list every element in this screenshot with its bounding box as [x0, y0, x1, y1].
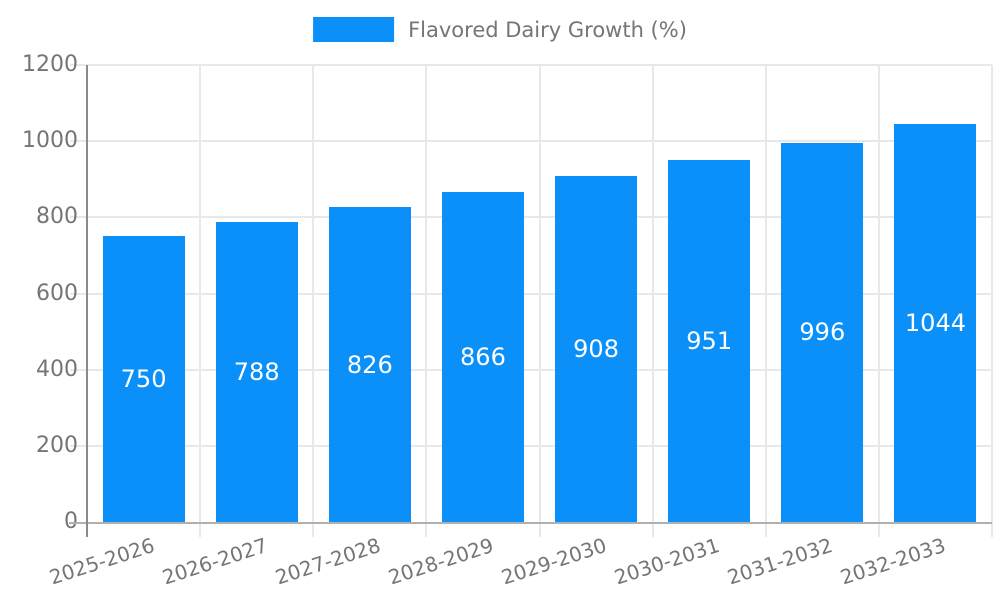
y-tick-label: 1000	[22, 128, 78, 154]
x-tick-label: 2028-2029	[385, 533, 497, 590]
x-tick-label: 2030-2031	[611, 533, 723, 590]
legend-swatch-icon	[313, 17, 395, 42]
bar[interactable]	[781, 142, 864, 522]
v-gridline	[199, 65, 202, 537]
bar-value-label: 826	[346, 350, 393, 379]
h-gridline	[70, 368, 992, 371]
bar-value-label: 996	[799, 318, 846, 347]
h-gridline	[70, 292, 992, 295]
legend[interactable]: Flavored Dairy Growth (%)	[313, 17, 687, 42]
x-tick-label: 2026-2027	[159, 533, 271, 590]
h-gridline	[70, 444, 992, 447]
bar-value-label: 866	[460, 343, 506, 372]
bar-value-label: 951	[686, 326, 733, 355]
v-gridline	[991, 65, 993, 537]
h-gridline	[70, 140, 992, 143]
x-tick-label: 2029-2030	[498, 533, 610, 590]
h-gridline	[70, 216, 992, 219]
y-tick-label: 200	[36, 432, 78, 458]
x-axis-line	[69, 522, 992, 524]
x-tick-label: 2031-2032	[724, 533, 836, 590]
y-tick-label: 800	[36, 204, 78, 230]
bar-value-label: 788	[233, 357, 280, 386]
legend-label: Flavored Dairy Growth (%)	[408, 17, 687, 42]
v-gridline	[651, 65, 654, 537]
bar[interactable]	[441, 192, 524, 522]
v-gridline	[312, 65, 315, 537]
v-gridline	[425, 65, 428, 537]
x-tick-label: 2032-2033	[837, 533, 949, 590]
y-tick-label: 400	[36, 356, 78, 382]
bar-value-label: 750	[120, 365, 167, 394]
bar[interactable]	[328, 207, 411, 522]
bar-value-label: 1044	[904, 309, 966, 338]
bar[interactable]	[102, 236, 185, 522]
h-gridline	[70, 64, 992, 66]
y-tick-label: 0	[0, 508, 78, 536]
bar[interactable]	[555, 176, 638, 522]
bar[interactable]	[215, 221, 298, 522]
bar[interactable]	[668, 159, 751, 522]
v-gridline	[877, 65, 880, 537]
v-gridline	[764, 65, 767, 537]
x-tick-label: 2027-2028	[272, 533, 384, 590]
bar-value-label: 908	[573, 335, 619, 364]
bar[interactable]	[894, 124, 977, 522]
y-tick-label: 1200	[22, 52, 78, 77]
x-tick-label: 2025-2026	[45, 533, 157, 590]
y-tick-label: 600	[36, 280, 78, 306]
y-axis-line	[86, 65, 88, 537]
v-gridline	[538, 65, 541, 537]
